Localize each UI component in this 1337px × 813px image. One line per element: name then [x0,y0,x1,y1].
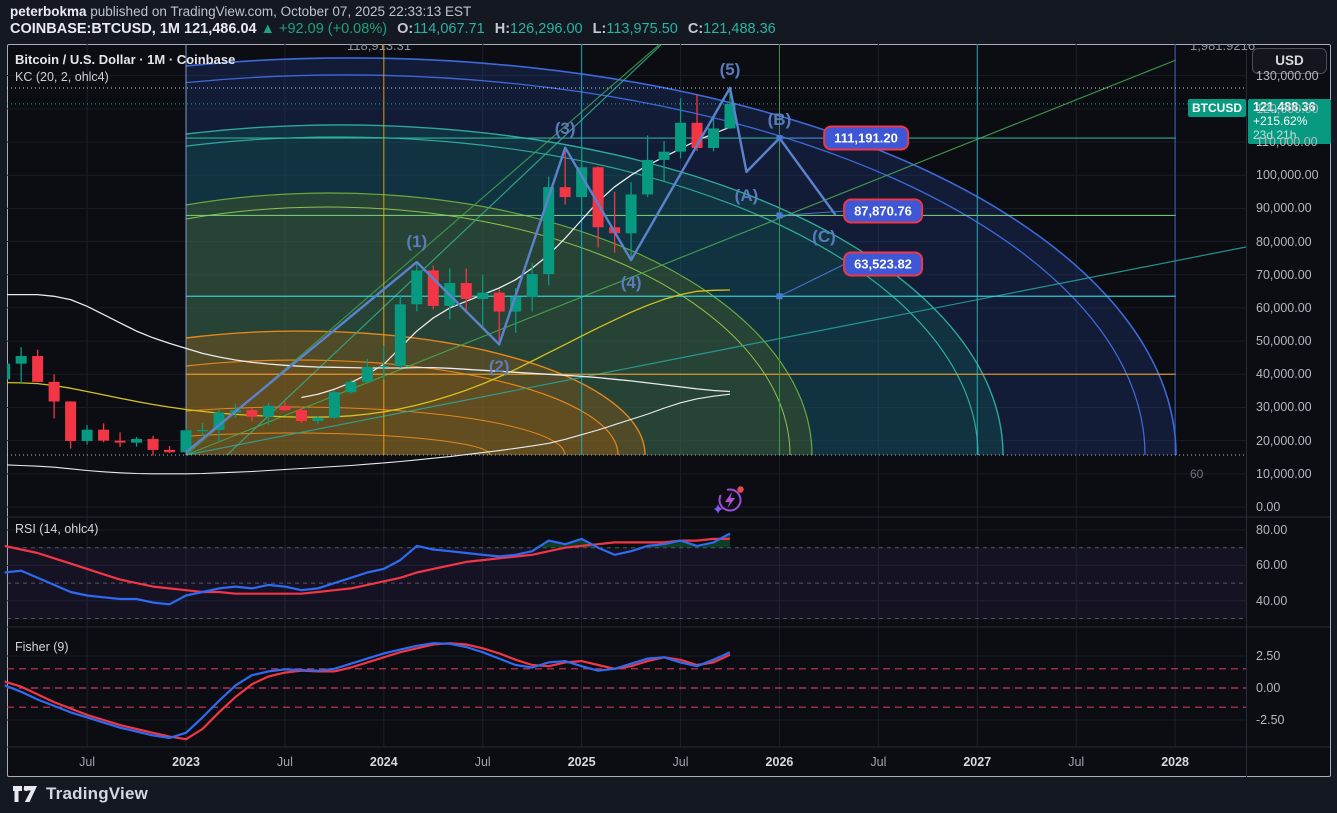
open-label: O: [397,21,414,37]
close-value: 121,488.36 [703,21,776,37]
tradingview-logo-icon [13,786,37,802]
dotted-lines-layer [7,87,1246,456]
bar-counter: 60 [1190,467,1204,481]
open-value: 114,067.71 [413,21,485,37]
price-callout[interactable]: 63,523.82 [843,251,923,277]
chart-legend-title[interactable]: Bitcoin / U.S. Dollar · 1M · Coinbase [15,52,236,67]
time-axis[interactable] [7,747,1247,777]
axis-label-percent: +215.62% [1253,114,1308,128]
technicals-sparkle-icon[interactable] [713,485,745,514]
last-price: 121,486.04 [184,21,257,37]
last-price-axis-label[interactable]: 121,488.36 +215.62% 23d 21h [1248,99,1331,144]
symbol-bar: COINBASE:BTCUSD, 1M 121,486.04 ▲ +92.09 … [10,21,776,37]
low-label: L: [592,21,607,37]
close-label: C: [687,21,704,37]
price-change: +92.09 (+0.08%) [279,21,388,37]
tradingview-footer[interactable]: TradingView [12,784,148,804]
fisher-pane-title[interactable]: Fisher (9) [15,640,69,654]
chart-legend-indicator[interactable]: KC (20, 2, ohlc4) [15,70,109,84]
price-marker[interactable] [776,212,783,219]
publisher-name: peterbokma [10,4,87,19]
high-value: 126,296.00 [510,21,583,37]
tradingview-brand: TradingView [46,784,149,803]
candles-layer [7,87,736,456]
fisher-pane [4,642,1246,741]
price-marker[interactable] [776,293,783,300]
rsi-pane [4,532,1246,619]
price-axis[interactable] [1247,44,1331,777]
symbol-price-tag[interactable]: BTCUSD [1188,99,1246,117]
publish-bar: peterbokma published on TradingView.com,… [10,4,471,19]
axis-label-countdown: 23d 21h [1253,128,1297,142]
elliott-wave-drawing[interactable] [185,86,846,454]
chart-frame [7,44,1331,777]
currency-button[interactable]: USD [1252,48,1327,74]
pane-separators[interactable] [7,44,1330,777]
rsi-pane-title[interactable]: RSI (14, ohlc4) [15,522,99,536]
price-callout[interactable]: 87,870.76 [843,198,923,224]
symbol-name: COINBASE:BTCUSD, 1M [10,21,180,37]
high-label: H: [494,21,511,37]
low-value: 113,975.50 [606,21,678,37]
price-callout[interactable]: 111,191.20 [823,125,909,151]
price-marker[interactable] [776,135,783,142]
level-lines-layer [185,44,1176,455]
change-arrow-icon: ▲ [260,21,275,37]
clipped-price-label-right: 1,981.9216 [1190,44,1256,52]
publish-info: published on TradingView.com, October 07… [86,4,472,19]
axis-label-price: 121,488.36 [1253,100,1316,114]
clipped-price-label-left: 118,913.31 [347,44,412,52]
